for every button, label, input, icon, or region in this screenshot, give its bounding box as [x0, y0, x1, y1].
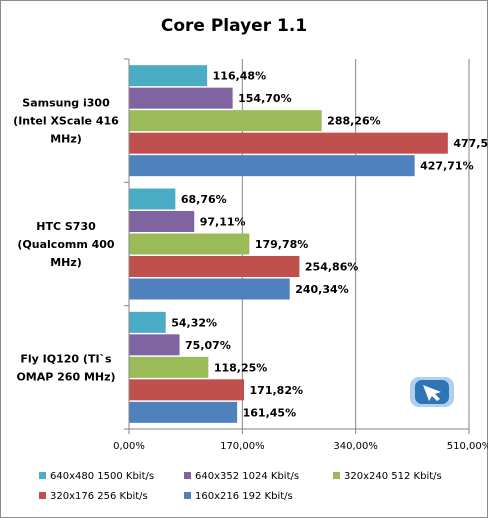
- data-labels: 116,48% 154,70% 288,26% 477,50% 427,71% 68,76…: [171, 70, 488, 420]
- data-label: 154,70%: [238, 92, 291, 105]
- data-label: 161,45%: [243, 406, 296, 419]
- data-label: 116,48%: [213, 70, 266, 83]
- bar: [129, 401, 238, 423]
- data-label: 171,82%: [250, 384, 303, 397]
- data-label: 427,71%: [420, 160, 473, 173]
- bar: [129, 278, 290, 300]
- bar: [129, 65, 208, 87]
- data-label: 179,78%: [255, 238, 308, 251]
- data-label: 477,50%: [453, 137, 488, 150]
- bar: [129, 233, 250, 255]
- legend-swatch: [39, 492, 46, 499]
- x-tick-label: 0,00%: [113, 441, 145, 452]
- bar: [129, 110, 322, 132]
- bar: [129, 132, 448, 154]
- data-label: 254,86%: [305, 261, 358, 274]
- data-label: 54,32%: [171, 316, 217, 329]
- bars: [129, 65, 448, 423]
- bar: [129, 256, 300, 277]
- legend-label: 640x480 1500 Kbit/s: [50, 471, 154, 482]
- x-axis-ticks: 0,00% 170,00% 340,00% 510,00%: [113, 441, 488, 452]
- data-label: 97,11%: [200, 216, 246, 229]
- bar: [129, 334, 180, 356]
- category-labels: Samsung i300 (Intel XScale 416 MHz) HTC S73…: [13, 97, 119, 384]
- data-label: 68,76%: [181, 193, 227, 206]
- legend-label: 160x216 192 Kbit/s: [195, 491, 293, 502]
- legend-swatch: [39, 472, 46, 479]
- x-tick-label: 170,00%: [220, 441, 265, 452]
- bar: [129, 211, 195, 232]
- legend-label: 640x352 1024 Kbit/s: [195, 471, 299, 482]
- legend: 640x480 1500 Kbit/s 640x352 1024 Kbit/s 32…: [39, 471, 442, 502]
- bar: [129, 311, 166, 333]
- x-tick-label: 510,00%: [447, 441, 488, 452]
- data-label: 240,34%: [295, 283, 348, 296]
- data-label: 288,26%: [327, 115, 380, 128]
- legend-label: 320x240 512 Kbit/s: [344, 471, 442, 482]
- legend-swatch: [184, 492, 191, 499]
- data-label: 75,07%: [185, 339, 231, 352]
- category-label: HTC S730 (Qualcomm 400 MHz): [17, 220, 115, 269]
- x-tick-label: 340,00%: [333, 441, 378, 452]
- data-label: 118,25%: [214, 361, 267, 374]
- legend-swatch: [333, 472, 340, 479]
- category-label: Fly IQ120 (TI`s OMAP 260 MHz): [16, 352, 115, 383]
- category-label: Samsung i300 (Intel XScale 416 MHz): [13, 97, 119, 146]
- legend-swatch: [184, 472, 191, 479]
- 3dnews-logo-icon: [410, 377, 454, 407]
- chart-title: Core Player 1.1: [161, 16, 307, 36]
- bar: [129, 356, 209, 378]
- bar: [129, 379, 245, 401]
- bar: [129, 188, 176, 210]
- bar: [129, 155, 415, 177]
- bar: [129, 87, 233, 109]
- legend-label: 320x176 256 Kbit/s: [50, 491, 148, 502]
